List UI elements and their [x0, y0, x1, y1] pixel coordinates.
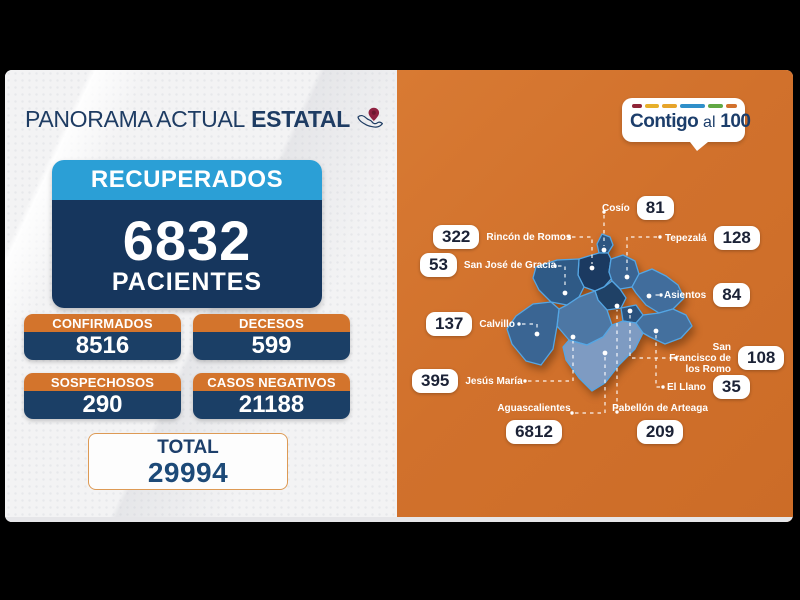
municipality-shape-jesus-maria	[556, 290, 613, 346]
map-panel: Contigo al 100	[397, 70, 793, 522]
recovered-card: RECUPERADOS 6832 PACIENTES	[52, 160, 322, 308]
total-label: TOTAL	[157, 436, 219, 458]
municipality-label: Aguascalientes	[497, 403, 571, 414]
municipality-value-pill: 108	[738, 346, 785, 370]
municipality-value-pill: 53	[420, 253, 457, 277]
logo-text: Contigo al 100	[630, 111, 751, 132]
stat-card-decesos: DECESOS 599	[193, 314, 350, 360]
municipality-value-pill: 322	[433, 225, 480, 249]
municipality-label: Cosío	[602, 202, 630, 214]
municipality-shape-aguascalientes	[562, 320, 644, 392]
map-callout-el-llano: El Llano 35	[667, 375, 750, 399]
stat-label: DECESOS	[193, 314, 350, 332]
contigo-al-100-logo: Contigo al 100	[622, 98, 751, 151]
stat-card-negativos: CASOS NEGATIVOS 21188	[193, 373, 350, 419]
municipality-label: Jesús María	[465, 375, 523, 387]
municipality-shape-calvillo	[506, 301, 560, 366]
recovered-body: 6832 PACIENTES	[52, 200, 322, 308]
stat-label: CONFIRMADOS	[24, 314, 181, 332]
municipality-label: Pabellón de Arteaga	[612, 403, 708, 414]
map-callout-aguascalientes: Aguascalientes 6812	[494, 403, 574, 444]
map-callout-cosio: Cosío 81	[602, 196, 674, 220]
municipality-value-pill: 84	[713, 283, 751, 307]
municipality-value-pill: 6812	[506, 420, 562, 444]
map-callout-pabellon-de-arteaga: Pabellón de Arteaga 209	[607, 403, 713, 444]
page-title: PANORAMA ACTUAL ESTATAL	[25, 106, 350, 133]
stat-label: CASOS NEGATIVOS	[193, 373, 350, 391]
total-value: 29994	[147, 456, 229, 488]
stat-value: 599	[193, 332, 350, 360]
map-callout-rincon-de-romos: 322 Rincón de Romos	[433, 225, 571, 249]
stat-value: 8516	[24, 332, 181, 360]
page-title-regular: PANORAMA ACTUAL	[25, 105, 246, 132]
map-callout-san-francisco-de-los-romo: San Francisco de los Romo 108	[669, 342, 785, 375]
map-callout-tepezala: Tepezalá 128	[665, 226, 760, 250]
total-card: TOTAL 29994	[88, 433, 288, 490]
recovered-unit: PACIENTES	[111, 268, 263, 296]
stat-value: 290	[24, 391, 181, 419]
callout-leader-lines	[517, 210, 678, 415]
municipality-center-dots	[534, 247, 659, 356]
municipality-value-pill: 209	[636, 420, 684, 444]
header-row: PANORAMA ACTUAL ESTATAL	[25, 100, 385, 138]
municipality-value-pill: 137	[426, 312, 473, 336]
stat-label: SOSPECHOSOS	[24, 373, 181, 391]
page-title-bold: ESTATAL	[251, 105, 350, 132]
map-callout-asientos: Asientos 84	[664, 283, 751, 307]
municipality-value-pill: 81	[636, 196, 674, 220]
state-map	[506, 210, 693, 415]
dashboard-card: PANORAMA ACTUAL ESTATAL RECUPERADOS 6832…	[5, 70, 793, 522]
map-callout-calvillo: 137 Calvillo	[426, 312, 515, 336]
municipality-label: El Llano	[667, 381, 706, 393]
municipality-shape-el-llano	[635, 308, 693, 345]
municipality-value-pill: 395	[412, 369, 459, 393]
card-bottom-edge	[5, 517, 793, 522]
stat-card-sospechosos: SOSPECHOSOS 290	[24, 373, 181, 419]
municipality-value-pill: 128	[713, 226, 760, 250]
summary-panel: PANORAMA ACTUAL ESTATAL RECUPERADOS 6832…	[5, 70, 397, 522]
recovered-header: RECUPERADOS	[52, 160, 322, 200]
municipality-value-pill: 35	[712, 375, 750, 399]
municipality-label: Rincón de Romos	[486, 231, 572, 243]
municipality-label: Asientos	[664, 289, 707, 301]
logo-color-dashes	[632, 104, 737, 108]
recovered-value: 6832	[122, 209, 252, 272]
map-callout-san-jose-de-gracia: 53 San José de Gracia	[420, 253, 556, 277]
stat-value: 21188	[193, 391, 350, 419]
municipality-label: San Francisco de los Romo	[669, 341, 731, 375]
municipality-label: Tepezalá	[665, 232, 707, 244]
map-callout-jesus-maria: 395 Jesús María	[412, 369, 523, 393]
stat-card-confirmados: CONFIRMADOS 8516	[24, 314, 181, 360]
municipality-label: Calvillo	[479, 318, 515, 330]
municipality-label: San José de Gracia	[463, 259, 557, 271]
mexico-pin-icon	[357, 107, 383, 128]
